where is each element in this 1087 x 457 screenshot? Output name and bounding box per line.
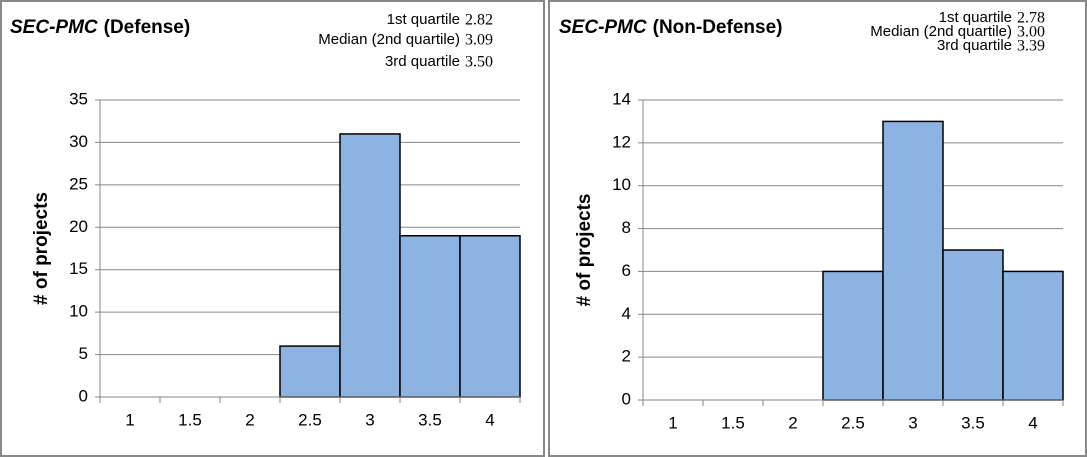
y-tick-label: 8 bbox=[622, 218, 631, 237]
y-tick-label: 15 bbox=[69, 259, 88, 278]
x-tick-label: 2 bbox=[788, 413, 797, 432]
annotation-value: 3.09 bbox=[465, 32, 493, 49]
annotation-label: 1st quartile bbox=[387, 11, 460, 28]
x-tick-label: 1 bbox=[668, 413, 677, 432]
title-part: (Non-Defense) bbox=[653, 17, 783, 38]
y-tick-label: 2 bbox=[622, 347, 631, 366]
annotation-value: 3.39 bbox=[1017, 38, 1045, 55]
y-tick-label: 25 bbox=[69, 174, 88, 193]
x-tick-label: 1.5 bbox=[178, 410, 202, 429]
bar bbox=[339, 133, 401, 398]
bar bbox=[459, 235, 521, 398]
y-tick-label: 20 bbox=[69, 217, 88, 236]
y-tick-label: 0 bbox=[622, 389, 631, 408]
annotation-label: 1st quartile bbox=[939, 9, 1012, 26]
y-tick-label: 14 bbox=[612, 89, 631, 108]
x-tick-label: 3.5 bbox=[418, 410, 442, 429]
x-tick-label: 2.5 bbox=[841, 413, 865, 432]
y-tick-label: 0 bbox=[79, 386, 88, 405]
x-tick-label: 3 bbox=[365, 410, 374, 429]
annotation-label: 3rd quartile bbox=[385, 53, 460, 70]
y-tick-label: 10 bbox=[69, 302, 88, 321]
bar bbox=[279, 345, 341, 398]
x-tick-label: 4 bbox=[485, 410, 494, 429]
y-tick-label: 10 bbox=[612, 175, 631, 194]
x-tick-label: 3 bbox=[908, 413, 917, 432]
bar bbox=[1002, 270, 1064, 401]
y-tick-label: 30 bbox=[69, 132, 88, 151]
annotation-value: 3.50 bbox=[465, 54, 493, 71]
chart-title: SEC-PMC (Defense) bbox=[10, 17, 190, 38]
bar bbox=[822, 270, 884, 401]
annotation-label: 3rd quartile bbox=[937, 37, 1012, 54]
chart: SEC-PMC (Non-Defense) 1st quartile 2.78 Medi… bbox=[559, 9, 1064, 432]
x-tick-label: 1 bbox=[125, 410, 134, 429]
x-tick-label: 1.5 bbox=[721, 413, 745, 432]
y-tick-label: 35 bbox=[69, 89, 88, 108]
annotation-label: Median (2nd quartile) bbox=[870, 23, 1012, 40]
chart-title: SEC-PMC (Non-Defense) bbox=[559, 17, 782, 38]
y-tick-label: 4 bbox=[622, 304, 631, 323]
bar bbox=[399, 235, 461, 398]
title-part: SEC-PMC bbox=[559, 17, 647, 38]
x-tick-label: 4 bbox=[1028, 413, 1037, 432]
y-tick-label: 5 bbox=[79, 344, 88, 363]
y-axis-label: # of projects bbox=[31, 192, 52, 305]
bar bbox=[882, 120, 944, 401]
y-tick-label: 6 bbox=[622, 261, 631, 280]
y-axis-label: # of projects bbox=[574, 194, 595, 307]
title-part: (Defense) bbox=[104, 17, 191, 38]
annotation-value: 2.82 bbox=[465, 12, 493, 29]
annotation-label: Median (2nd quartile) bbox=[318, 31, 460, 48]
chart: SEC-PMC (Defense) 1st quartile 2.82 Median (… bbox=[10, 11, 521, 429]
title-part: SEC-PMC bbox=[10, 17, 98, 38]
annotation-value: 3.00 bbox=[1017, 24, 1045, 41]
bar bbox=[942, 249, 1004, 401]
x-tick-label: 3.5 bbox=[961, 413, 985, 432]
y-tick-label: 12 bbox=[612, 132, 631, 151]
x-tick-label: 2.5 bbox=[298, 410, 322, 429]
x-tick-label: 2 bbox=[245, 410, 254, 429]
annotation-value: 2.78 bbox=[1017, 10, 1045, 27]
